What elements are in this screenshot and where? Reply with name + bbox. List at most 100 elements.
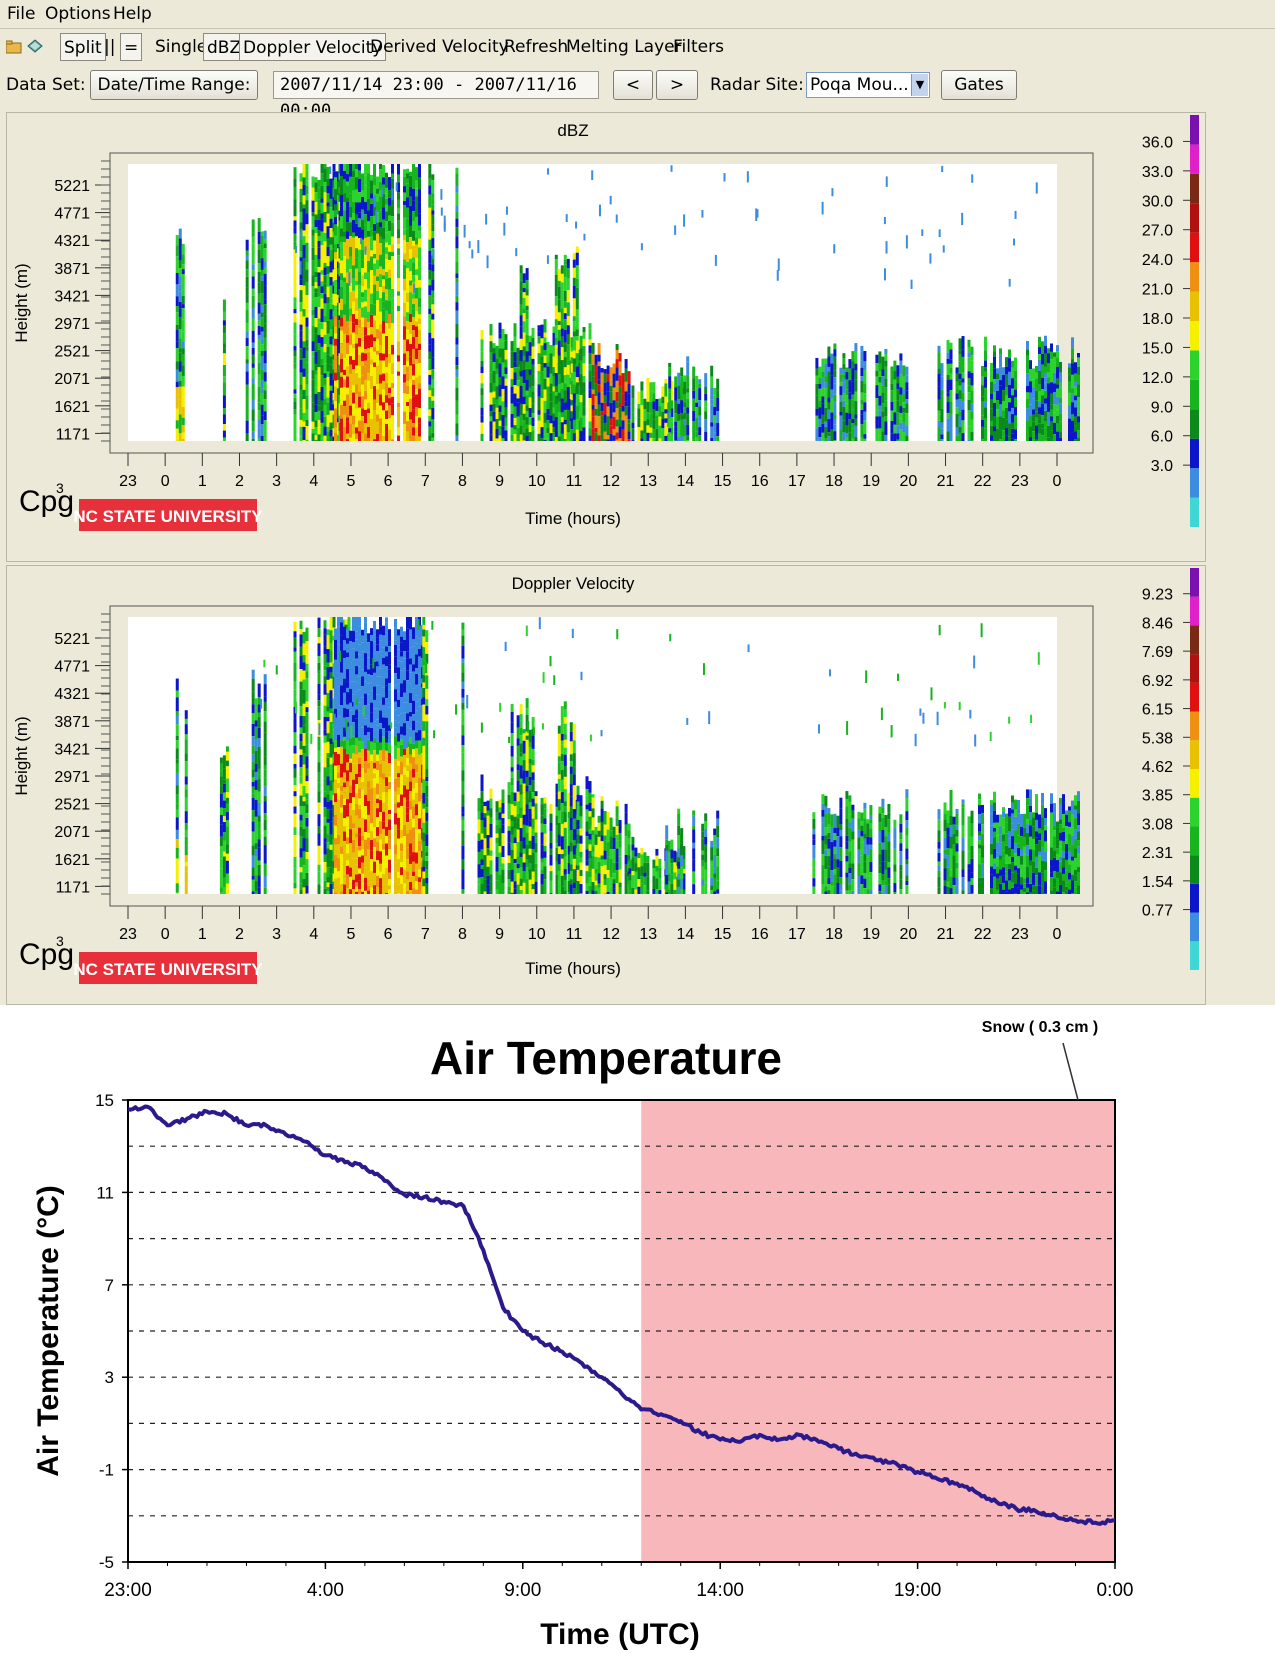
echo-cell [833, 343, 836, 349]
echo-cell [971, 432, 974, 440]
echo-cell [1077, 407, 1080, 411]
echo-cell [300, 821, 303, 827]
doppler-velocity-button[interactable]: Doppler Velocity [239, 33, 386, 61]
echo-cell [294, 671, 297, 682]
echo-cell [321, 359, 324, 365]
colorbar-label: 2.31 [1142, 845, 1173, 862]
save-data-icon[interactable] [27, 38, 43, 54]
echo-speckle [471, 249, 473, 258]
echo-cell [1047, 383, 1050, 396]
echo-cell [385, 173, 388, 178]
echo-cell [340, 405, 343, 419]
echo-cell [391, 439, 394, 441]
echo-cell [555, 259, 558, 270]
echo-cell [306, 852, 309, 859]
echo-cell [306, 374, 309, 385]
echo-speckle [566, 214, 568, 222]
next-button[interactable]: > [656, 70, 698, 100]
echo-cell [220, 808, 223, 816]
echo-cell [851, 361, 854, 368]
echo-cell [185, 811, 188, 823]
echo-cell [324, 294, 327, 304]
echo-cell [355, 882, 358, 886]
echo-cell [481, 351, 484, 361]
y-tick-label: 2971 [54, 769, 90, 786]
echo-cell [555, 296, 558, 306]
echo-cell [573, 336, 576, 350]
date-range-button[interactable]: Date/Time Range: [90, 70, 258, 100]
echo-cell [397, 878, 400, 885]
echo-cell [261, 436, 264, 441]
echo-cell [1014, 357, 1017, 370]
echo-cell [324, 646, 327, 654]
prev-button[interactable]: < [613, 70, 653, 100]
colorbar-segment [1190, 798, 1199, 827]
echo-cell [616, 350, 619, 359]
pause-button[interactable]: || [101, 33, 118, 61]
x-tick-label: 14 [677, 926, 695, 943]
echo-cell [349, 397, 352, 406]
echo-cell [306, 859, 309, 873]
filters-button[interactable]: Filters [670, 33, 727, 61]
echo-cell [538, 375, 541, 384]
echo-cell [223, 856, 226, 864]
echo-cell [185, 855, 188, 862]
echo-cell [361, 818, 364, 830]
single-button[interactable]: Single [152, 33, 210, 61]
split-button[interactable]: Split [60, 33, 106, 61]
echo-cell [999, 380, 1002, 385]
echo-cell [996, 373, 999, 379]
echo-cell [303, 341, 306, 347]
menu-help[interactable]: Help [113, 4, 152, 24]
echo-cell [388, 405, 391, 418]
radar-site-select[interactable]: Poqa Mou... ▼ [806, 72, 930, 98]
echo-cell [1074, 407, 1077, 416]
menu-options[interactable]: Options [45, 4, 111, 24]
derived-velocity-button[interactable]: Derived Velocity [367, 33, 512, 61]
echo-cell [505, 334, 508, 341]
echo-cell [455, 424, 458, 436]
echo-cell [561, 389, 564, 399]
echo-cell [346, 826, 349, 837]
open-folder-icon[interactable] [6, 39, 22, 53]
echo-cell [246, 240, 249, 251]
echo-cell [364, 735, 367, 748]
equals-button[interactable]: = [120, 33, 142, 61]
echo-cell [334, 415, 337, 428]
echo-cell [683, 375, 686, 381]
echo-cell [346, 422, 349, 434]
echo-cell [598, 355, 601, 362]
echo-cell [352, 416, 355, 425]
echo-cell [370, 334, 373, 347]
echo-cell [318, 428, 321, 435]
echo-cell [358, 259, 361, 272]
echo-cell [400, 735, 403, 740]
echo-cell [415, 830, 418, 839]
date-range-field[interactable]: 2007/11/14 23:00 - 2007/11/16 00:00 [273, 71, 599, 99]
echo-cell [397, 278, 400, 291]
chevron-down-icon[interactable]: ▼ [911, 74, 928, 96]
echo-cell [321, 337, 324, 347]
melting-layer-button[interactable]: Melting Layer [563, 33, 685, 61]
echo-cell [962, 420, 965, 433]
echo-cell [550, 393, 553, 402]
echo-cell [406, 617, 409, 629]
echo-cell [318, 241, 321, 248]
echo-cell [261, 332, 264, 339]
echo-cell [576, 253, 579, 266]
echo-cell [415, 312, 418, 322]
echo-cell [179, 229, 182, 239]
echo-cell [394, 779, 397, 792]
echo-cell [397, 362, 400, 372]
echo-cell [373, 240, 376, 249]
echo-cell [346, 648, 349, 652]
echo-cell [258, 320, 261, 326]
refresh-button[interactable]: Refresh [501, 33, 571, 61]
gates-button[interactable]: Gates [941, 70, 1017, 100]
menu-file[interactable]: File [7, 4, 35, 24]
echo-cell [1002, 418, 1005, 430]
echo-cell [255, 811, 258, 817]
echo-cell [607, 374, 610, 381]
echo-cell [373, 635, 376, 642]
echo-cell [220, 815, 223, 824]
